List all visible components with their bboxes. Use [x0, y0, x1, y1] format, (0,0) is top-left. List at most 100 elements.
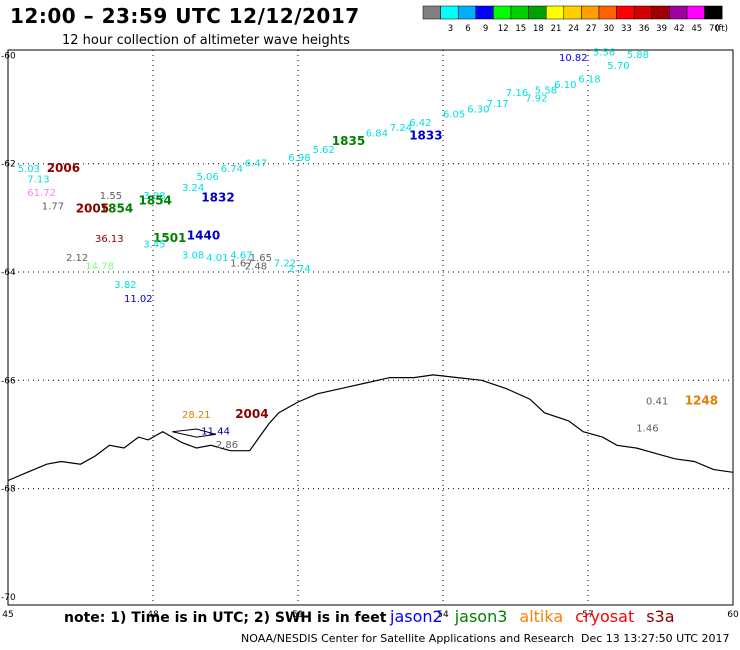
wave-height-label: 1.46 [636, 424, 658, 435]
wave-height-label: 2.12 [66, 253, 88, 264]
legend-entry-jason3: jason3 [454, 607, 508, 626]
time-label: 1835 [332, 134, 365, 148]
time-label: 1833 [409, 128, 442, 142]
wave-height-label: 7.92 [525, 93, 547, 104]
wave-height-label: 6.18 [578, 75, 600, 86]
wave-height-label: 2.86 [216, 440, 238, 451]
colorbar-tick-label: 12 [498, 24, 509, 34]
x-tick-label: 60 [727, 610, 739, 620]
time-label: 1854 [100, 201, 133, 215]
wave-height-label: 2.74 [288, 264, 310, 275]
x-tick-label: 48 [147, 610, 159, 620]
time-label: 1854 [139, 193, 172, 207]
x-tick-label: 57 [582, 610, 593, 620]
time-label: 1832 [201, 191, 234, 205]
wave-height-label: 1.67 [230, 259, 252, 270]
wave-height-label: 11.44 [201, 426, 230, 437]
wave-height-label: 3.08 [182, 251, 204, 262]
x-tick-label: 45 [2, 610, 13, 620]
y-tick-label: -62 [1, 160, 16, 170]
y-tick-label: -70 [1, 593, 16, 603]
wave-height-label: 3.24 [182, 183, 204, 194]
legend-entry-cryosat: cryosat [575, 607, 635, 626]
x-tick-label: 51 [292, 610, 303, 620]
legend-entry-jason2: jason2 [390, 607, 443, 626]
colorbar-tick-label: 9 [483, 24, 488, 34]
colorbar-tick-label: 36 [639, 24, 650, 34]
wave-height-label: 0.41 [646, 397, 668, 408]
page-subtitle: 12 hour collection of altimeter wave hei… [62, 33, 350, 48]
wave-height-label: 28.21 [182, 410, 211, 421]
colorbar-tick-label: 3 [448, 24, 453, 34]
y-tick-label: -68 [1, 485, 16, 495]
wave-height-label: 5.62 [313, 145, 335, 156]
wave-height-label: 6.05 [443, 110, 465, 121]
legend-entry-s3a: s3a [646, 607, 675, 626]
colorbar-tick-label: 18 [533, 24, 544, 34]
wave-height-label: 2.48 [245, 261, 267, 272]
wave-height-label: 5.56 [593, 47, 615, 58]
wave-height-label: 36.13 [95, 234, 124, 245]
wave-height-label: 6.47 [245, 158, 267, 169]
page-title: 12:00 – 23:59 UTC 12/12/2017 [10, 4, 360, 28]
legend-entry-altika: altika [519, 607, 564, 626]
wave-height-label: 3.98 [143, 191, 165, 202]
colorbar-tick-label: 21 [551, 24, 562, 34]
wave-height-label: 10.82 [559, 53, 588, 64]
wave-height-label: 5.06 [197, 172, 219, 183]
colorbar-tick-label: 30 [603, 24, 614, 34]
wave-height-label: 5.58 [535, 85, 557, 96]
colorbar-tick-label: 42 [674, 24, 685, 34]
map-frame [7, 49, 734, 606]
credit-text: NOAA/NESDIS Center for Satellite Applica… [241, 632, 575, 645]
wave-height-label: 6.74 [221, 164, 243, 175]
wave-height-label: 7.22 [274, 259, 296, 270]
wave-height-label: 5.88 [627, 50, 649, 61]
colorbar-tick-label: 24 [568, 24, 579, 34]
x-tick-label: 54 [437, 610, 449, 620]
time-label: 1501 [153, 231, 186, 245]
time-label: 1440 [187, 229, 220, 243]
wave-height-label: 14.78 [85, 261, 114, 272]
wave-height-label: 6.84 [366, 129, 388, 140]
y-tick-label: -64 [1, 268, 16, 278]
wave-height-label: 3.45 [143, 240, 165, 251]
wave-height-label: 6.98 [288, 153, 310, 164]
colorbar-tick-label: 33 [621, 24, 632, 34]
colorbar-tick-label: 27 [586, 24, 597, 34]
colorbar-tick-label: 70 [709, 24, 720, 34]
wave-height-label: 6.30 [467, 104, 489, 115]
wave-height-label: 1.55 [100, 191, 122, 202]
wave-height-label: 11.02 [124, 294, 153, 305]
timestamp: Dec 13 13:27:50 UTC 2017 [581, 632, 730, 645]
wave-height-label: 7.16 [506, 88, 528, 99]
coastline [7, 374, 734, 482]
colorbar-tick-label: 6 [465, 24, 470, 34]
time-label: 2005 [76, 201, 109, 215]
colorbar-tick-label: 45 [691, 24, 702, 34]
y-tick-label: -66 [1, 376, 16, 386]
wave-height-label: 4.67 [230, 251, 252, 262]
wave-height-label: 6.42 [409, 118, 431, 129]
wave-height-label: 5.03 [18, 164, 40, 175]
colorbar: 3 6 9 12 15 18 21 24 27 30 33 36 39 42 45 70(ft) [422, 5, 728, 34]
wave-height-label: 6.10 [554, 80, 576, 91]
satellite-legend: jason2 jason3 altika cryosat s3a [390, 607, 687, 626]
wave-height-label: 7.13 [27, 175, 49, 186]
time-label: 1248 [685, 394, 718, 408]
wave-height-label: 3.82 [114, 280, 136, 291]
wave-height-label: 5.70 [607, 61, 629, 72]
colorbar-swatch [704, 5, 723, 20]
island-outline [172, 428, 216, 438]
wave-height-label: 7.17 [487, 99, 509, 110]
time-label: 2006 [47, 161, 80, 175]
units-note: note: 1) Time is in UTC; 2) SWH is in fe… [64, 610, 387, 626]
colorbar-unit: (ft) [715, 24, 728, 34]
wave-height-label: 1.77 [42, 202, 64, 213]
colorbar-tick-label: 39 [656, 24, 667, 34]
wave-height-label: 61.72 [27, 188, 56, 199]
y-tick-label: -60 [1, 51, 16, 61]
wave-height-label: 7.24 [390, 123, 412, 134]
colorbar-tick-label: 15 [515, 24, 526, 34]
